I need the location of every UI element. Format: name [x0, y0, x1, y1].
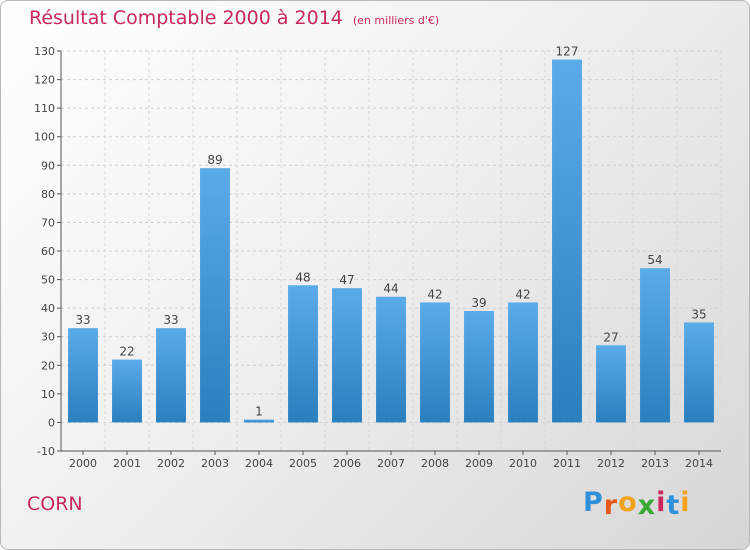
y-tick-label: 0: [48, 416, 55, 429]
x-tick-label-2006: 2006: [333, 457, 361, 470]
value-label-2010: 42: [515, 287, 530, 301]
chart-title: Résultat Comptable 2000 à 2014 (en millie…: [29, 7, 439, 29]
logo-letter: x: [637, 490, 657, 521]
value-label-2002: 33: [163, 313, 178, 327]
logo-letter: P: [583, 487, 604, 518]
value-label-2000: 33: [75, 313, 90, 327]
logo-letter: t: [666, 490, 681, 521]
bar-2009: [464, 311, 494, 423]
x-tick-label-2003: 2003: [201, 457, 229, 470]
y-tick-label: 130: [34, 45, 55, 58]
value-label-2001: 22: [119, 345, 134, 359]
labels: 33 2000 22 2001 33 2002 89 2003 1 2004 48 2005 47 200…: [69, 45, 713, 470]
value-label-2008: 42: [427, 287, 442, 301]
x-tick-label-2012: 2012: [597, 457, 625, 470]
y-tick-label: 30: [41, 331, 55, 344]
bar-2003: [200, 168, 230, 423]
bar-2006: [332, 288, 362, 423]
value-label-2005: 48: [295, 270, 310, 284]
x-tick-label-2010: 2010: [509, 457, 537, 470]
bar-2001: [112, 359, 142, 423]
x-tick-label-2011: 2011: [553, 457, 581, 470]
value-label-2014: 35: [691, 307, 706, 321]
x-tick-label-2002: 2002: [157, 457, 185, 470]
bar-2002: [156, 328, 186, 423]
x-tick-label-2001: 2001: [113, 457, 141, 470]
commune-name: CORN: [27, 493, 83, 515]
proxiti-logo: Proxiti: [583, 487, 691, 521]
bar-2013: [640, 268, 670, 423]
bar-2000: [68, 328, 98, 423]
axes: -10 0 10 20 30 40 50 60 70 80 90 100 110 120 130: [34, 45, 721, 458]
y-tick-label: 40: [41, 302, 55, 315]
x-tick-label-2014: 2014: [685, 457, 713, 470]
y-tick-label: 100: [34, 131, 55, 144]
y-tick-label: 60: [41, 245, 55, 258]
x-tick-label-2005: 2005: [289, 457, 317, 470]
y-tick-label: -10: [37, 445, 55, 458]
bars: [68, 59, 714, 423]
logo-letter: r: [603, 490, 619, 521]
value-label-2012: 27: [603, 330, 618, 344]
x-tick-label-2008: 2008: [421, 457, 449, 470]
logo-letter: o: [618, 487, 638, 518]
x-tick-label-2013: 2013: [641, 457, 669, 470]
y-tick-label: 50: [41, 274, 55, 287]
value-label-2009: 39: [471, 296, 486, 310]
bar-2005: [288, 285, 318, 423]
bar-2004: [244, 419, 274, 423]
y-tick-label: 110: [34, 102, 55, 115]
value-label-2007: 44: [383, 282, 398, 296]
x-tick-label-2004: 2004: [245, 457, 273, 470]
bar-2007: [376, 296, 406, 423]
value-label-2004: 1: [255, 405, 263, 419]
chart-unit: (en milliers d'€): [352, 14, 440, 27]
y-tick-label: 90: [41, 159, 55, 172]
bar-2014: [684, 322, 714, 423]
y-tick-label: 80: [41, 188, 55, 201]
bar-2011: [552, 59, 582, 423]
x-tick-label-2009: 2009: [465, 457, 493, 470]
y-tick-label: 10: [41, 388, 55, 401]
value-label-2006: 47: [339, 273, 354, 287]
bar-2008: [420, 302, 450, 423]
y-tick-label: 20: [41, 359, 55, 372]
value-label-2011: 127: [556, 45, 579, 59]
logo-letter: i: [680, 487, 691, 518]
y-tick-label: 70: [41, 216, 55, 229]
bar-2012: [596, 345, 626, 423]
bar-2010: [508, 302, 538, 423]
x-tick-label-2000: 2000: [69, 457, 97, 470]
chart-title-text: Résultat Comptable 2000 à 2014: [29, 7, 343, 29]
logo-letter: i: [656, 487, 667, 518]
x-tick-label-2007: 2007: [377, 457, 405, 470]
y-tick-label: 120: [34, 74, 55, 87]
value-label-2013: 54: [647, 253, 662, 267]
value-label-2003: 89: [207, 153, 222, 167]
